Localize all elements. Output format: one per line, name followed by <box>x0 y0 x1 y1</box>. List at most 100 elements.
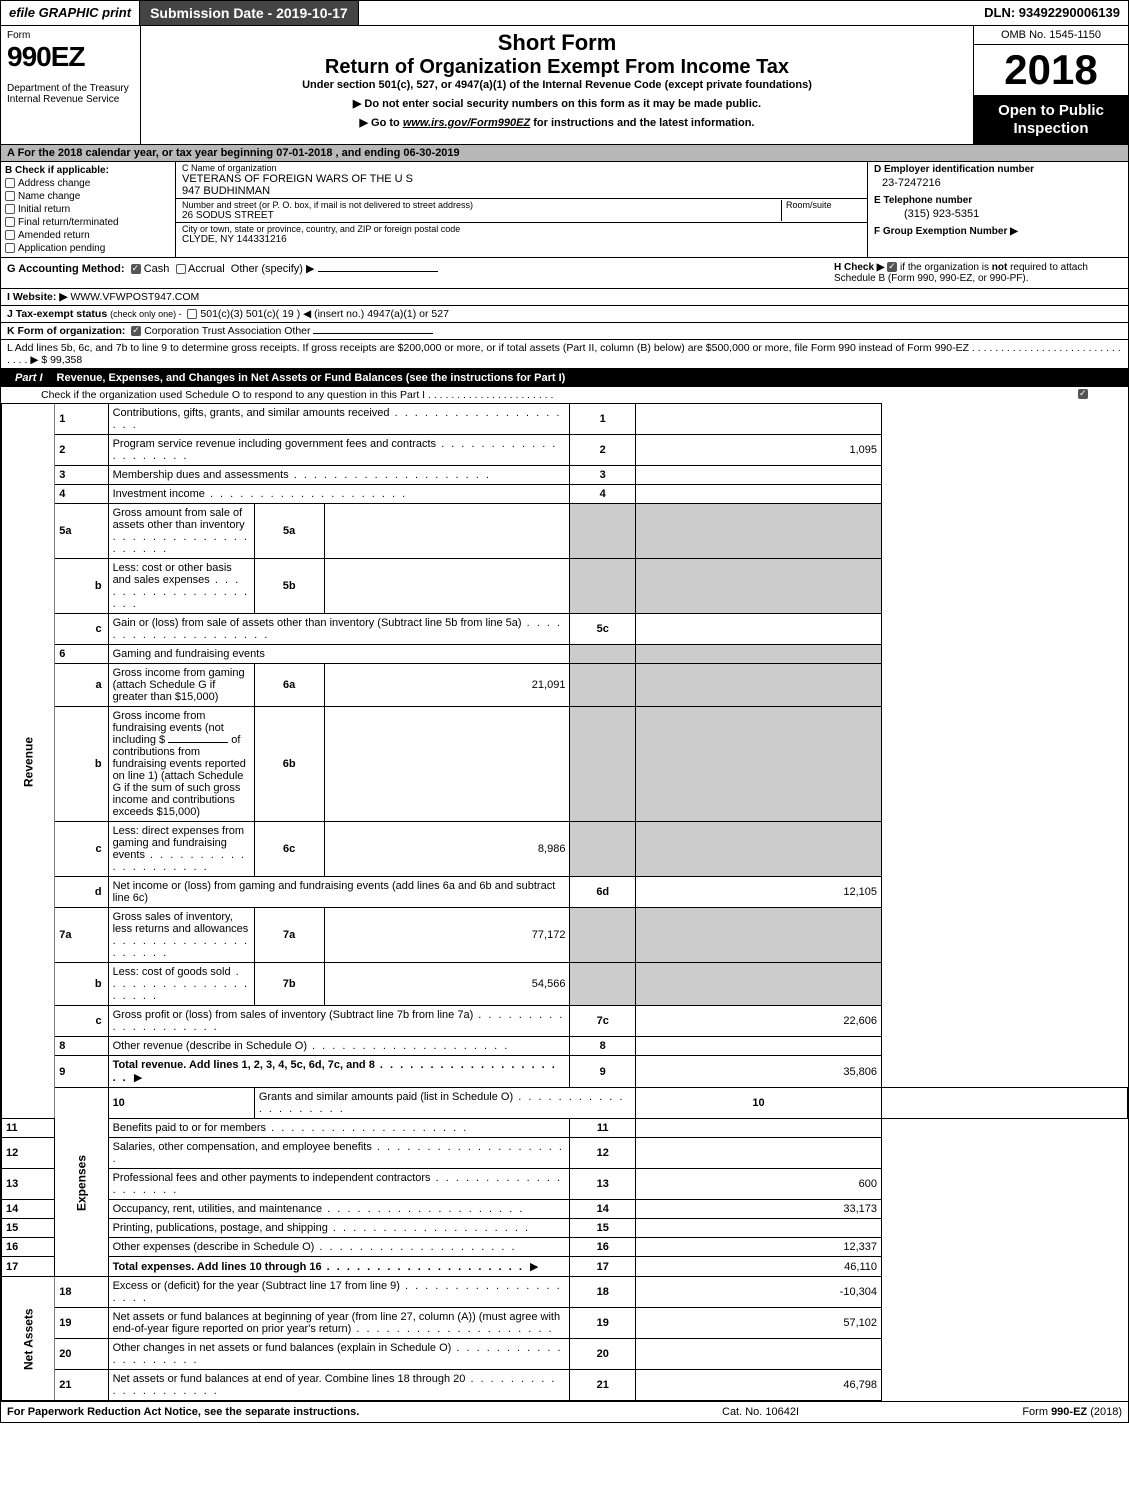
table-row: b Gross income from fundraising events (… <box>2 707 1128 822</box>
checkbox-icon <box>5 191 15 201</box>
checkbox-schedule-o-icon[interactable] <box>1078 389 1088 399</box>
part-1-title: Revenue, Expenses, and Changes in Net As… <box>57 372 566 384</box>
table-row: 16Other expenses (describe in Schedule O… <box>2 1238 1128 1257</box>
org-name-cell: C Name of organization VETERANS OF FOREI… <box>176 162 867 199</box>
table-row: c Gain or (loss) from sale of assets oth… <box>2 614 1128 645</box>
check-final-return[interactable]: Final return/terminated <box>5 216 171 229</box>
table-row: 14Occupancy, rent, utilities, and mainte… <box>2 1200 1128 1219</box>
dept-irs: Internal Revenue Service <box>7 94 134 105</box>
org-name-label: C Name of organization <box>182 163 861 173</box>
page-footer: For Paperwork Reduction Act Notice, see … <box>0 1402 1129 1423</box>
header-left: Form 990EZ Department of the Treasury In… <box>1 26 141 144</box>
tel-value: (315) 923-5351 <box>904 208 1122 220</box>
tax-exempt-sub: (check only one) - <box>110 309 182 319</box>
org-name-2: 947 BUDHINMAN <box>182 185 861 197</box>
table-row: d Net income or (loss) from gaming and f… <box>2 877 1128 908</box>
other-org-field[interactable] <box>313 333 433 334</box>
line-g-h: G Accounting Method: Cash Accrual Other … <box>0 258 1129 289</box>
h-text1: if the organization is <box>900 262 992 273</box>
website-value: WWW.VFWPOST947.COM <box>70 291 199 303</box>
check-initial-return[interactable]: Initial return <box>5 203 171 216</box>
line-l-text: L Add lines 5b, 6c, and 7b to line 9 to … <box>7 342 1121 366</box>
dln-label: DLN: 93492290006139 <box>976 1 1128 25</box>
checkbox-corp-icon[interactable] <box>131 326 141 336</box>
checkbox-accrual-icon[interactable] <box>176 264 186 274</box>
table-row: 5a Gross amount from sale of assets othe… <box>2 504 1128 559</box>
city-value: CLYDE, NY 144331216 <box>182 234 861 245</box>
table-row: 2 Program service revenue including gove… <box>2 435 1128 466</box>
table-row: 19Net assets or fund balances at beginni… <box>2 1308 1128 1339</box>
header-right: OMB No. 1545-1150 2018 Open to Public In… <box>973 26 1128 144</box>
under-section: Under section 501(c), 527, or 4947(a)(1)… <box>151 79 963 91</box>
check-name-change[interactable]: Name change <box>5 190 171 203</box>
accounting-method-label: G Accounting Method: <box>7 263 125 275</box>
checkbox-icon <box>5 230 15 240</box>
line-ref: 1 <box>570 404 636 435</box>
table-row: 20Other changes in net assets or fund ba… <box>2 1339 1128 1370</box>
line-k: K Form of organization: Corporation Trus… <box>0 323 1129 340</box>
line-desc: Contributions, gifts, grants, and simila… <box>108 404 570 435</box>
tax-year: 2018 <box>974 45 1128 96</box>
column-b: B Check if applicable: Address change Na… <box>1 162 176 257</box>
row-a-tax-year: A For the 2018 calendar year, or tax yea… <box>0 145 1129 162</box>
form-label: Form <box>7 30 134 41</box>
part-1-label: Part I <box>7 372 51 384</box>
table-row: c Gross profit or (loss) from sales of i… <box>2 1006 1128 1037</box>
table-row: 8 Other revenue (describe in Schedule O)… <box>2 1037 1128 1056</box>
checkbox-h-icon[interactable] <box>887 262 897 272</box>
h-not: not <box>992 262 1008 273</box>
line-j: J Tax-exempt status (check only one) - 5… <box>0 306 1129 323</box>
table-row: 9 Total revenue. Add lines 1, 2, 3, 4, 5… <box>2 1056 1128 1088</box>
part-1-table: Revenue 1 Contributions, gifts, grants, … <box>1 403 1128 1401</box>
table-row: 6 Gaming and fundraising events <box>2 645 1128 664</box>
checkbox-cash-icon[interactable] <box>131 264 141 274</box>
irs-link[interactable]: www.irs.gov/Form990EZ <box>403 117 530 129</box>
col-b-title: B Check if applicable: <box>5 164 171 177</box>
check-application-pending[interactable]: Application pending <box>5 242 171 255</box>
table-row: Revenue 1 Contributions, gifts, grants, … <box>2 404 1128 435</box>
room-label: Room/suite <box>786 200 861 210</box>
checkbox-501c3-icon[interactable] <box>187 309 197 319</box>
goto-pre: ▶ Go to <box>360 117 403 129</box>
table-row: c Less: direct expenses from gaming and … <box>2 822 1128 877</box>
row-a-begin: 07-01-2018 <box>276 147 332 159</box>
tax-exempt-opts: 501(c)(3) 501(c)( 19 ) ◀ (insert no.) 49… <box>200 308 449 320</box>
omb-number: OMB No. 1545-1150 <box>974 26 1128 45</box>
ein-label: D Employer identification number <box>874 164 1122 175</box>
part-1-header: Part I Revenue, Expenses, and Changes in… <box>1 369 1128 387</box>
form-number: 990EZ <box>7 41 134 73</box>
table-row: a Gross income from gaming (attach Sched… <box>2 664 1128 707</box>
row-a-prefix: A For the 2018 calendar year, or tax yea… <box>7 147 276 159</box>
table-row: 15Printing, publications, postage, and s… <box>2 1219 1128 1238</box>
table-row: 12Salaries, other compensation, and empl… <box>2 1138 1128 1169</box>
header-center: Short Form Return of Organization Exempt… <box>141 26 973 144</box>
part-1: Part I Revenue, Expenses, and Changes in… <box>0 369 1129 1402</box>
other-specify-field[interactable] <box>318 271 438 272</box>
goto-note: ▶ Go to www.irs.gov/Form990EZ for instru… <box>151 116 963 129</box>
checkbox-icon <box>5 178 15 188</box>
table-row: b Less: cost or other basis and sales ex… <box>2 559 1128 614</box>
tel-label: E Telephone number <box>874 195 1122 206</box>
table-row: 11Benefits paid to or for members11 <box>2 1119 1128 1138</box>
row-a-mid: , and ending <box>336 147 404 159</box>
check-amended-return[interactable]: Amended return <box>5 229 171 242</box>
table-row: 21Net assets or fund balances at end of … <box>2 1370 1128 1401</box>
goto-post: for instructions and the latest informat… <box>530 117 754 129</box>
addr-value: 26 SODUS STREET <box>182 210 781 221</box>
group-exemption-label: F Group Exemption Number ▶ <box>874 226 1122 237</box>
checkbox-icon <box>5 243 15 253</box>
addr-cell: Number and street (or P. O. box, if mail… <box>176 199 867 223</box>
ein-value: 23-7247216 <box>882 177 1122 189</box>
part-1-check: Check if the organization used Schedule … <box>1 387 1128 403</box>
line-value <box>636 404 882 435</box>
row-a-end: 06-30-2019 <box>403 147 459 159</box>
column-d: D Employer identification number 23-7247… <box>868 162 1128 257</box>
6b-amount-field[interactable] <box>168 742 228 743</box>
checkbox-icon <box>5 217 15 227</box>
form-org-label: K Form of organization: <box>7 325 125 337</box>
short-form-title: Short Form <box>151 30 963 56</box>
check-address-change[interactable]: Address change <box>5 177 171 190</box>
netassets-sidelabel: Net Assets <box>2 1277 55 1401</box>
h-label: H Check ▶ <box>834 262 884 273</box>
form-ref-footer: Form 990-EZ (2018) <box>922 1406 1122 1418</box>
